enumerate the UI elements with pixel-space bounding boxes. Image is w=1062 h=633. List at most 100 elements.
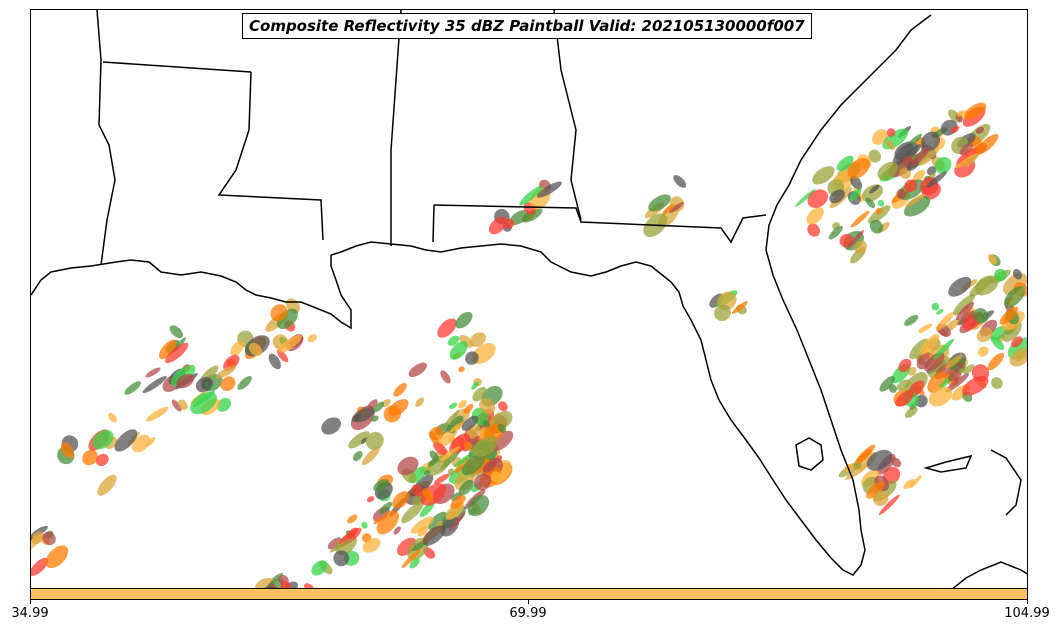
paintball-blob <box>268 353 281 370</box>
colorbar-label-min: 34.99 <box>11 606 49 621</box>
paintball-blob <box>847 158 870 179</box>
paintball-blob <box>465 351 479 365</box>
paintball-blob <box>447 335 460 346</box>
paintball-blob <box>215 365 237 379</box>
paintball-blob <box>348 431 370 449</box>
map-panel <box>30 9 1028 589</box>
paintball-blob <box>178 399 188 411</box>
paintball-blob <box>461 415 479 431</box>
paintball-blob <box>877 161 899 180</box>
paintball-blob <box>872 129 888 145</box>
paintball-blob <box>918 146 940 166</box>
paintball-blob <box>415 397 425 407</box>
paintball-blob <box>422 488 434 502</box>
paintball-blob <box>877 200 885 207</box>
paintball-blob <box>731 301 748 314</box>
paintball-blob <box>124 381 141 395</box>
paintball-blob <box>1008 285 1026 307</box>
paintball-blob <box>957 310 975 325</box>
paintball-blob <box>885 139 895 150</box>
paintball-blob <box>976 126 984 134</box>
paintball-blob <box>437 318 457 338</box>
paintball-blob <box>868 149 881 163</box>
map-title: Composite Reflectivity 35 dBZ Paintball … <box>242 13 812 39</box>
paintball-blob <box>462 453 486 476</box>
paintball-blob <box>433 473 450 485</box>
colorbar <box>30 588 1028 600</box>
paintball-blob <box>807 223 820 237</box>
paintball-blobs <box>31 102 1027 588</box>
paintball-blob <box>371 415 379 422</box>
paintball-blob <box>912 169 926 183</box>
paintball-blob <box>950 125 960 134</box>
paintball-blob <box>875 207 882 215</box>
paintball-blob <box>806 207 824 225</box>
paintball-blob <box>45 545 69 569</box>
paintball-blob <box>440 370 451 384</box>
paintball-blob <box>872 490 889 507</box>
paintball-blob <box>329 538 353 553</box>
paintball-blob <box>393 382 407 397</box>
paintball-blob <box>669 202 684 213</box>
paintball-blob <box>849 188 862 202</box>
paintball-blob <box>867 205 891 224</box>
paintball-blob <box>473 473 491 491</box>
paintball-blob <box>812 166 835 185</box>
state-border-fl-al <box>433 204 767 244</box>
paintball-blob <box>904 406 918 418</box>
colorbar-tick-min <box>30 600 31 604</box>
paintball-blob <box>448 511 466 532</box>
paintball-blob <box>361 521 368 529</box>
paintball-blob <box>190 391 217 415</box>
colorbar-label-max: 104.99 <box>1004 606 1050 621</box>
paintball-blob <box>865 197 876 209</box>
paintball-blob <box>333 550 350 567</box>
paintball-blob <box>973 308 989 324</box>
paintball-blob <box>920 333 940 355</box>
colorbar-label-mid: 69.99 <box>509 606 547 621</box>
paintball-blob <box>673 175 687 188</box>
paintball-blob <box>158 339 177 360</box>
paintball-blob <box>928 355 950 378</box>
paintball-blob <box>956 110 963 117</box>
paintball-blob <box>92 429 114 450</box>
paintball-blob <box>479 398 496 415</box>
paintball-blob <box>869 184 880 194</box>
paintball-blob <box>976 133 999 155</box>
paintball-blob <box>959 143 973 155</box>
paintball-blob <box>904 314 919 326</box>
paintball-blob <box>311 560 328 576</box>
paintball-blob <box>458 366 465 373</box>
paintball-blob <box>648 194 671 212</box>
paintball-blob <box>169 325 184 339</box>
paintball-blob <box>963 364 975 375</box>
paintball-blob <box>921 131 941 151</box>
paintball-blob <box>347 514 358 524</box>
paintball-blob <box>417 526 429 537</box>
paintball-blob <box>536 181 562 198</box>
paintball-blob <box>977 346 989 357</box>
lake-okeechobee <box>795 437 824 471</box>
paintball-blob <box>447 468 455 476</box>
paintball-blob <box>910 146 930 167</box>
paintball-blob <box>439 449 459 471</box>
state-border-la-ms <box>217 71 324 241</box>
paintball-blob <box>327 537 342 550</box>
paintball-blob <box>455 311 473 329</box>
paintball-blob <box>467 495 490 517</box>
paintball-blob <box>248 342 263 357</box>
paintball-blob <box>990 377 1003 389</box>
paintball-blob <box>463 403 474 414</box>
paintball-blob <box>928 386 953 407</box>
paintball-blob <box>195 376 213 393</box>
paintball-blob <box>482 460 497 473</box>
paintball-blob <box>935 312 954 332</box>
state-border-ms-al <box>390 10 402 246</box>
paintball-blob <box>433 442 448 456</box>
paintball-blob <box>990 336 1005 351</box>
paintball-blob <box>373 479 389 492</box>
paintball-blob <box>898 358 912 373</box>
paintball-blob <box>945 373 970 393</box>
colorbar-tick-max <box>1027 600 1028 604</box>
paintball-blob <box>401 548 421 569</box>
